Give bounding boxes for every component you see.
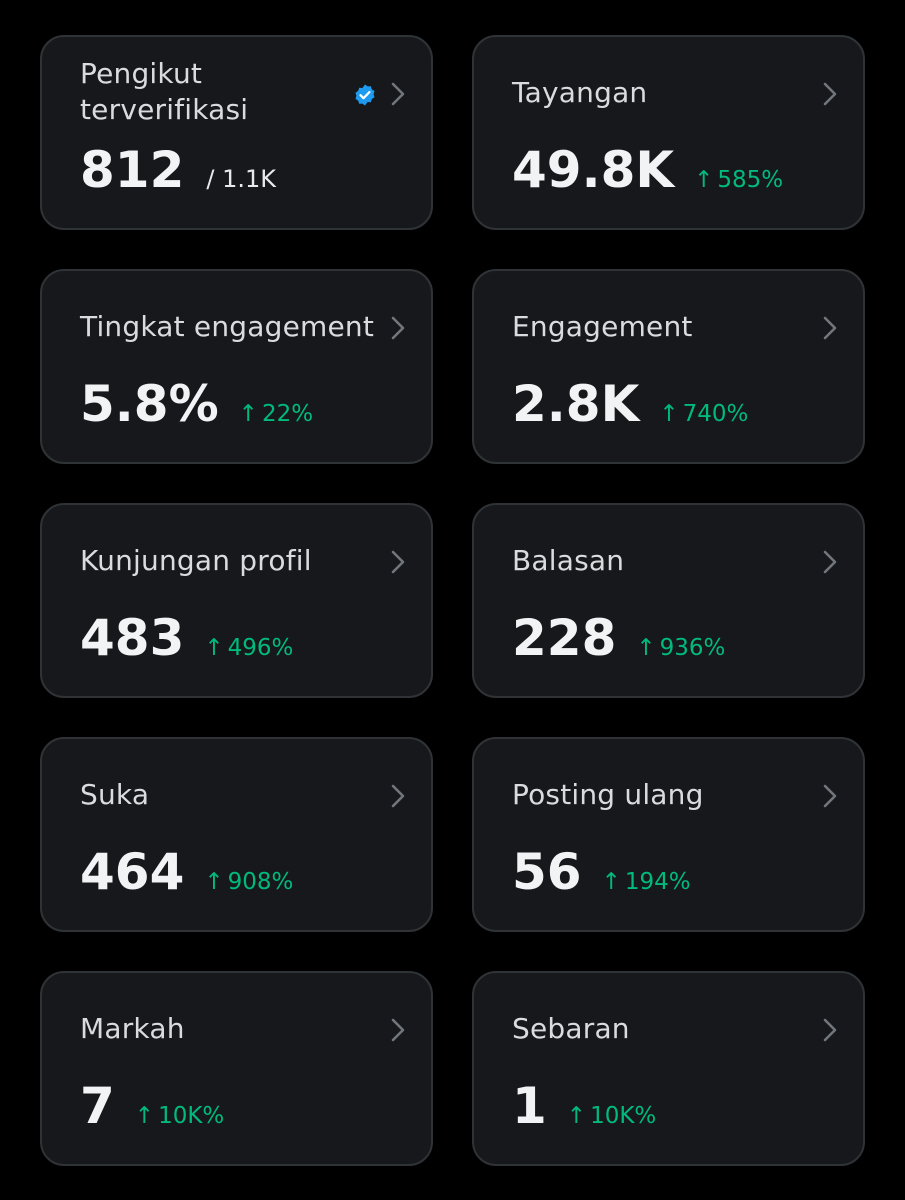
arrow-up-icon: ↑ <box>238 401 258 427</box>
arrow-up-icon: ↑ <box>566 1103 587 1129</box>
arrow-up-icon: ↑ <box>134 1103 155 1129</box>
metric-value: 483 <box>80 609 185 667</box>
metric-value: 7 <box>80 1077 115 1135</box>
metric-label: Balasan <box>512 544 625 577</box>
metric-change-value: 10K% <box>590 1103 657 1129</box>
metric-card-engagements[interactable]: Engagement 2.8K ↑ 740% <box>472 269 865 464</box>
metric-label: Engagement <box>512 310 693 343</box>
metric-card-shares[interactable]: Sebaran 1 ↑ 10K% <box>472 971 865 1166</box>
metric-change-value: 194% <box>624 869 691 895</box>
metric-label: Tingkat engagement <box>80 310 375 343</box>
metric-change: ↑ 10K% <box>135 1103 225 1129</box>
metric-label: Kunjungan profil <box>80 544 312 577</box>
metric-card-likes[interactable]: Suka 464 ↑ 908% <box>40 737 433 932</box>
metric-card-replies[interactable]: Balasan 228 ↑ 936% <box>472 503 865 698</box>
metric-card-bookmarks[interactable]: Markah 7 ↑ 10K% <box>40 971 433 1166</box>
metric-change: ↑ 10K% <box>567 1103 657 1129</box>
metric-label: Markah <box>80 1012 185 1045</box>
metric-value: 56 <box>512 843 582 901</box>
metric-card-impressions[interactable]: Tayangan 49.8K ↑ 585% <box>472 35 865 230</box>
chevron-right-icon[interactable] <box>817 79 843 109</box>
chevron-right-icon[interactable] <box>385 79 411 109</box>
metric-change-value: 22% <box>261 401 314 427</box>
metric-value: 812 <box>80 141 185 199</box>
chevron-right-icon[interactable] <box>817 313 843 343</box>
metric-change-value: 496% <box>227 635 294 661</box>
metric-value: 5.8% <box>80 375 219 433</box>
metric-card-reposts[interactable]: Posting ulang 56 ↑ 194% <box>472 737 865 932</box>
metric-label: Suka <box>80 778 150 811</box>
metric-value-row: 7 ↑ 10K% <box>80 1076 224 1136</box>
chevron-right-icon[interactable] <box>385 313 411 343</box>
metric-value-row: 464 ↑ 908% <box>80 842 293 902</box>
arrow-up-icon: ↑ <box>694 167 714 193</box>
arrow-up-icon: ↑ <box>204 869 224 895</box>
metric-value: 49.8K <box>512 141 675 199</box>
arrow-up-icon: ↑ <box>204 635 224 661</box>
verified-badge-icon <box>353 83 377 107</box>
metric-card-engagement-rate[interactable]: Tingkat engagement 5.8% ↑ 22% <box>40 269 433 464</box>
metric-change-value: 585% <box>717 167 784 193</box>
metric-value-row: 1 ↑ 10K% <box>512 1076 656 1136</box>
metric-label: Posting ulang <box>512 778 704 811</box>
metric-value: 228 <box>512 609 617 667</box>
metric-value-row: 483 ↑ 496% <box>80 608 293 668</box>
arrow-up-icon: ↑ <box>601 869 621 895</box>
metric-change: ↑ 22% <box>239 401 313 427</box>
metric-value-row: 49.8K ↑ 585% <box>512 140 783 200</box>
metric-card-profile-visits[interactable]: Kunjungan profil 483 ↑ 496% <box>40 503 433 698</box>
chevron-right-icon[interactable] <box>385 1015 411 1045</box>
metric-total: / 1.1K <box>206 165 276 193</box>
metric-change-value: 936% <box>659 635 726 661</box>
metric-label: Tayangan <box>512 76 648 109</box>
chevron-right-icon[interactable] <box>385 781 411 811</box>
metric-value-row: 5.8% ↑ 22% <box>80 374 313 434</box>
metric-value-row: 2.8K ↑ 740% <box>512 374 748 434</box>
metric-label: Pengikut terverifikasi <box>80 57 249 126</box>
chevron-right-icon[interactable] <box>817 781 843 811</box>
metric-value: 2.8K <box>512 375 640 433</box>
metric-value-row: 812 / 1.1K <box>80 140 276 200</box>
metric-change: ↑ 936% <box>636 635 725 661</box>
metric-card-verified-followers[interactable]: Pengikut terverifikasi 812 / 1.1K <box>40 35 433 230</box>
metric-change: ↑ 194% <box>602 869 691 895</box>
arrow-up-icon: ↑ <box>636 635 656 661</box>
metric-change: ↑ 496% <box>204 635 293 661</box>
metric-change-value: 10K% <box>158 1103 225 1129</box>
metric-change-value: 740% <box>682 401 749 427</box>
metric-value: 1 <box>512 1077 547 1135</box>
metric-label: Sebaran <box>512 1012 630 1045</box>
chevron-right-icon[interactable] <box>817 1015 843 1045</box>
metric-change: ↑ 740% <box>659 401 748 427</box>
metric-change: ↑ 585% <box>694 167 783 193</box>
metric-change-value: 908% <box>227 869 294 895</box>
metric-value-row: 228 ↑ 936% <box>512 608 725 668</box>
metric-value: 464 <box>80 843 185 901</box>
metric-value-row: 56 ↑ 194% <box>512 842 691 902</box>
metrics-grid: Pengikut terverifikasi 812 / 1.1K Tayang… <box>40 35 865 1166</box>
metric-change: ↑ 908% <box>204 869 293 895</box>
chevron-right-icon[interactable] <box>817 547 843 577</box>
arrow-up-icon: ↑ <box>659 401 679 427</box>
chevron-right-icon[interactable] <box>385 547 411 577</box>
